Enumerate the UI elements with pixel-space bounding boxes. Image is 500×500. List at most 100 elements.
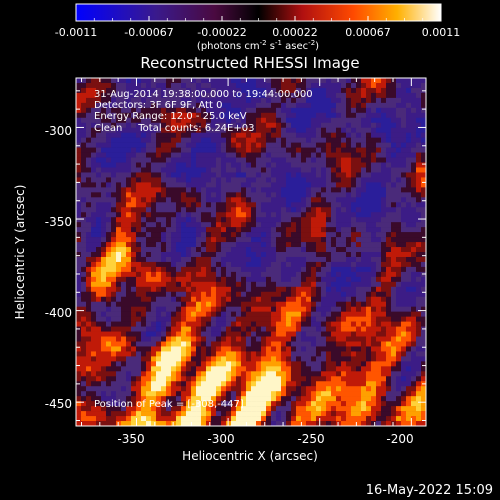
heatmap-pixel [371,366,377,372]
heatmap-pixel [166,331,172,337]
heatmap-pixel [351,261,357,268]
heatmap-pixel [236,276,242,283]
heatmap-pixel [86,182,92,188]
heatmap-pixel [326,152,332,158]
heatmap-pixel [371,142,377,148]
heatmap-pixel [356,411,362,417]
heatmap-pixel [271,406,277,412]
heatmap-pixel [111,202,117,208]
heatmap-pixel [101,401,107,407]
heatmap-pixel [326,242,332,248]
heatmap-pixel [271,237,277,243]
heatmap-pixel [311,396,317,402]
heatmap-pixel [376,237,382,243]
heatmap-pixel [266,182,272,188]
heatmap-pixel [196,207,202,213]
heatmap-pixel [296,252,302,258]
heatmap-pixel [321,256,327,263]
heatmap-pixel [256,386,262,392]
heatmap-pixel [151,177,157,183]
heatmap-pixel [306,107,312,114]
heatmap-pixel [291,127,297,133]
heatmap-pixel [141,177,147,183]
heatmap-pixel [141,232,147,238]
heatmap-pixel [136,271,142,278]
heatmap-pixel [381,321,387,327]
heatmap-pixel [326,117,332,124]
heatmap-pixel [226,401,232,407]
heatmap-pixel [91,291,97,298]
heatmap-pixel [76,421,82,427]
heatmap-pixel [361,391,367,397]
heatmap-pixel [266,122,272,129]
heatmap-pixel [111,197,117,203]
heatmap-pixel [391,396,397,402]
heatmap-pixel [161,242,167,248]
heatmap-pixel [276,336,282,342]
heatmap-pixel [196,256,202,263]
heatmap-pixel [421,306,427,312]
heatmap-pixel [246,381,252,387]
heatmap-pixel [421,137,427,143]
heatmap-pixel [356,167,362,173]
heatmap-pixel [206,401,212,407]
heatmap-pixel [126,286,132,293]
heatmap-pixel [266,361,272,367]
heatmap-pixel [356,256,362,263]
heatmap-pixel [191,411,197,417]
heatmap-pixel [346,266,352,273]
heatmap-pixel [336,97,342,104]
heatmap-pixel [321,386,327,392]
heatmap-pixel [121,82,127,89]
heatmap-pixel [366,187,372,193]
heatmap-pixel [231,162,237,168]
heatmap-pixel [411,286,417,293]
heatmap-pixel [251,242,257,248]
heatmap-pixel [256,227,262,233]
heatmap-pixel [91,122,97,129]
heatmap-pixel [346,376,352,382]
heatmap-pixel [121,381,127,387]
heatmap-pixel [306,207,312,213]
heatmap-pixel [386,381,392,387]
heatmap-pixel [126,172,132,178]
heatmap-pixel [241,227,247,233]
heatmap-pixel [281,351,287,357]
heatmap-pixel [241,127,247,133]
heatmap-pixel [356,271,362,278]
heatmap-pixel [176,82,182,89]
heatmap-pixel [81,92,87,99]
heatmap-pixel [246,321,252,327]
heatmap-pixel [366,261,372,268]
heatmap-pixel [186,376,192,382]
heatmap-pixel [306,202,312,208]
heatmap-pixel [241,247,247,253]
heatmap-pixel [396,306,402,312]
heatmap-pixel [346,122,352,129]
heatmap-pixel [101,177,107,183]
heatmap-pixel [241,331,247,337]
heatmap-pixel [211,271,217,278]
heatmap-pixel [306,212,312,218]
heatmap-pixel [151,321,157,327]
heatmap-pixel [276,286,282,293]
heatmap-pixel [121,157,127,163]
heatmap-pixel [261,346,267,352]
heatmap-pixel [81,281,87,288]
heatmap-pixel [256,78,262,84]
heatmap-pixel [246,291,252,298]
heatmap-pixel [286,232,292,238]
heatmap-pixel [411,331,417,337]
heatmap-pixel [281,391,287,397]
heatmap-pixel [331,87,337,94]
heatmap-pixel [101,296,107,303]
heatmap-pixel [371,351,377,357]
heatmap-pixel [176,291,182,298]
heatmap-pixel [341,361,347,367]
heatmap-pixel [116,381,122,387]
heatmap-pixel [341,271,347,278]
heatmap-pixel [211,122,217,129]
heatmap-pixel [96,371,102,377]
heatmap-pixel [86,416,92,422]
heatmap-pixel [336,132,342,138]
